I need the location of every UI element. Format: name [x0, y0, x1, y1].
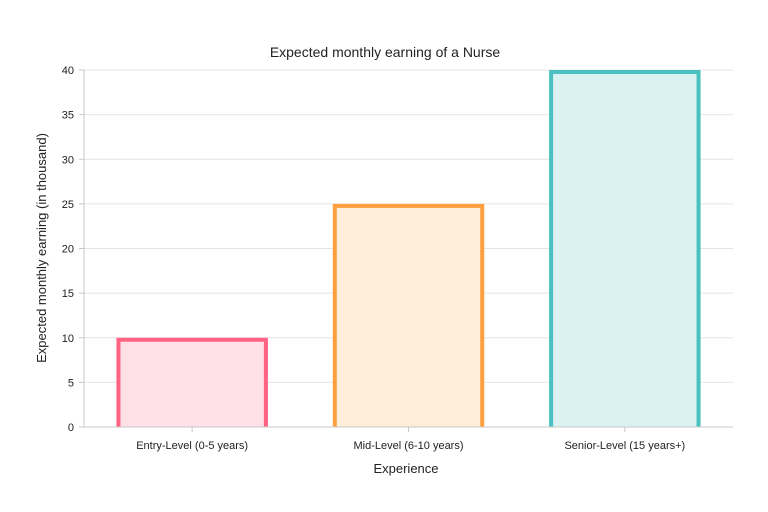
y-tick-label: 0: [68, 422, 74, 434]
x-tick-label: Senior-Level (15 years+): [564, 440, 685, 452]
y-tick-label: 35: [62, 110, 74, 122]
y-tick-label: 5: [68, 377, 74, 389]
bar-3: [549, 70, 701, 427]
y-tick-label: 10: [62, 333, 74, 345]
y-tick-label: 15: [62, 288, 74, 300]
y-tick-label: 30: [62, 154, 74, 166]
bars-layer: [116, 70, 701, 427]
x-tick-label: Entry-Level (0-5 years): [136, 440, 248, 452]
chart-title: Expected monthly earning of a Nurse: [270, 44, 501, 60]
y-tick-label: 40: [62, 65, 74, 77]
x-tick-label: Mid-Level (6-10 years): [353, 440, 463, 452]
bar-2: [332, 203, 485, 427]
bar-1: [116, 337, 268, 427]
axes-layer: [79, 69, 733, 432]
bar-border-1: [116, 337, 268, 427]
ticks-layer: 0 5 10 15 20 25 30 35 40 Entry-Level (0-5 years) M…: [62, 65, 685, 452]
y-tick-label: 25: [62, 199, 74, 211]
bar-border-2: [332, 203, 485, 427]
y-axis-title: Expected monthly earning (in thousand): [34, 133, 49, 363]
x-axis-title: Experience: [373, 461, 438, 476]
y-tick-label: 20: [62, 244, 74, 256]
bar-border-3: [549, 70, 701, 427]
